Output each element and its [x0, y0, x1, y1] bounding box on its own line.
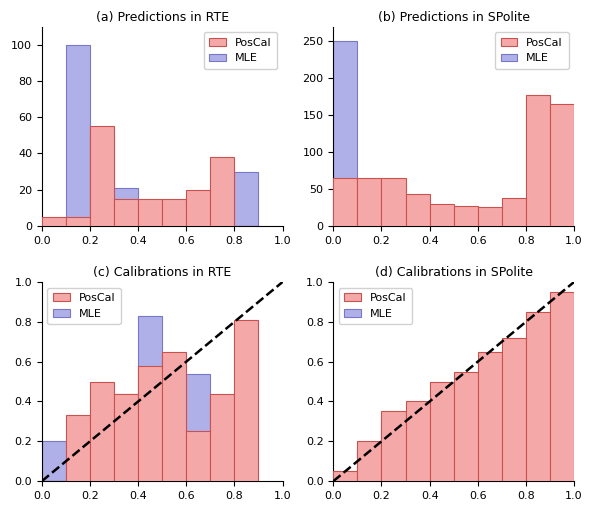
Bar — [381, 412, 406, 481]
Bar — [429, 214, 454, 226]
Bar — [406, 219, 429, 226]
Bar — [187, 374, 210, 481]
Legend: PosCal, MLE: PosCal, MLE — [495, 32, 568, 69]
Bar — [138, 199, 162, 226]
Bar — [114, 199, 138, 226]
Bar — [210, 191, 235, 226]
Title: (a) Predictions in RTE: (a) Predictions in RTE — [96, 11, 229, 24]
Bar — [526, 312, 550, 481]
Title: (d) Calibrations in SPolite: (d) Calibrations in SPolite — [375, 266, 533, 280]
Bar — [333, 178, 358, 226]
Bar — [162, 352, 187, 481]
Bar — [333, 473, 358, 481]
Bar — [138, 316, 162, 481]
Bar — [210, 394, 235, 481]
Bar — [478, 352, 502, 481]
Bar — [66, 415, 90, 481]
Legend: PosCal, MLE: PosCal, MLE — [339, 288, 412, 324]
Bar — [429, 381, 454, 481]
Bar — [210, 157, 235, 226]
Bar — [550, 198, 574, 226]
Bar — [235, 320, 258, 481]
Bar — [333, 471, 358, 481]
Bar — [478, 207, 502, 226]
Bar — [162, 202, 187, 226]
Bar — [502, 198, 526, 226]
Bar — [526, 215, 550, 226]
Bar — [114, 188, 138, 226]
Bar — [90, 126, 114, 226]
Bar — [526, 95, 550, 226]
Legend: PosCal, MLE: PosCal, MLE — [48, 288, 121, 324]
Bar — [187, 189, 210, 226]
Bar — [187, 204, 210, 226]
Bar — [114, 394, 138, 481]
Bar — [66, 45, 90, 226]
Bar — [138, 215, 162, 226]
Bar — [550, 104, 574, 226]
Bar — [42, 217, 66, 226]
Bar — [502, 338, 526, 481]
Bar — [381, 178, 406, 226]
Bar — [454, 219, 478, 226]
Bar — [358, 441, 381, 481]
Bar — [381, 421, 406, 481]
Bar — [162, 199, 187, 226]
Title: (b) Predictions in SPolite: (b) Predictions in SPolite — [378, 11, 530, 24]
Bar — [187, 432, 210, 481]
Bar — [235, 172, 258, 226]
Bar — [90, 381, 114, 481]
Bar — [358, 451, 381, 481]
Bar — [358, 178, 381, 226]
Bar — [333, 41, 358, 226]
Bar — [502, 215, 526, 226]
Bar — [138, 366, 162, 481]
Bar — [478, 215, 502, 226]
Bar — [90, 135, 114, 226]
Bar — [42, 441, 66, 481]
Bar — [381, 204, 406, 226]
Bar — [406, 194, 429, 226]
Bar — [406, 401, 429, 481]
Bar — [114, 394, 138, 481]
Bar — [454, 372, 478, 481]
Bar — [66, 217, 90, 226]
Legend: PosCal, MLE: PosCal, MLE — [204, 32, 277, 69]
Bar — [358, 194, 381, 226]
Title: (c) Calibrations in RTE: (c) Calibrations in RTE — [93, 266, 231, 280]
Bar — [429, 204, 454, 226]
Bar — [454, 206, 478, 226]
Bar — [550, 292, 574, 481]
